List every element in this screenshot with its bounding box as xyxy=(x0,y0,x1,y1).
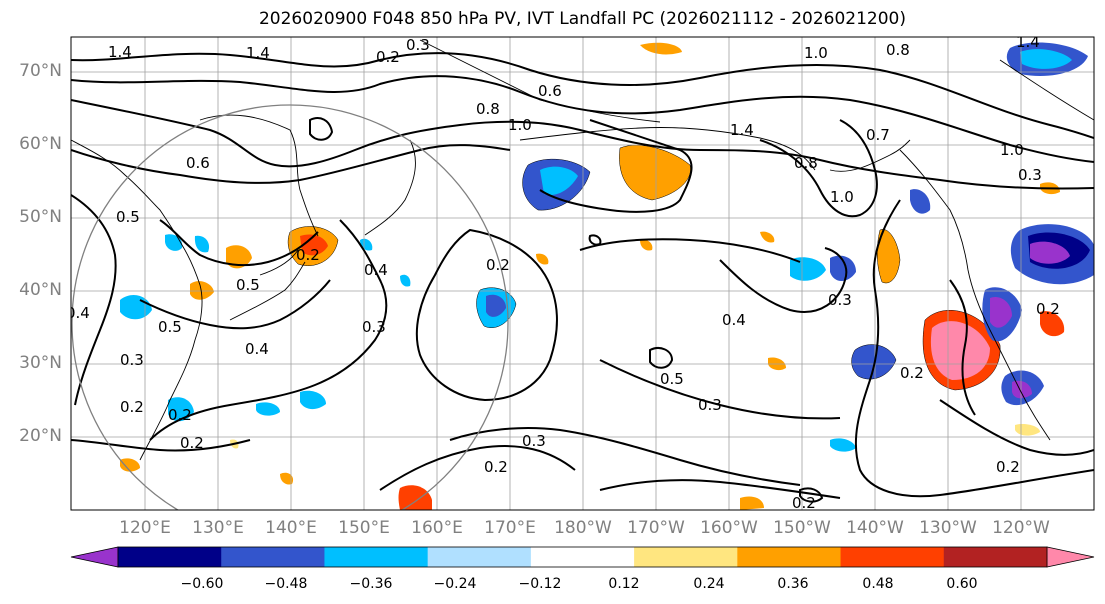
contour-label: 0.2 xyxy=(996,458,1020,476)
contour-label: 0.2 xyxy=(296,246,320,264)
contour-label: 1.4 xyxy=(730,121,754,139)
contour-label: 0.2 xyxy=(376,48,400,66)
colorbar xyxy=(70,546,1095,568)
colorbar-cell xyxy=(943,547,1048,567)
lat-label: 50°N xyxy=(19,207,62,227)
colorbar-cell xyxy=(737,547,842,567)
lat-label: 70°N xyxy=(19,61,62,81)
contour-label: 0.4 xyxy=(364,261,388,279)
lat-label: 40°N xyxy=(19,280,62,300)
contour-label: 0.2 xyxy=(792,494,816,512)
lon-label: 130°W xyxy=(919,518,977,538)
colorbar-cell xyxy=(840,547,945,567)
contour-label: 0.5 xyxy=(660,370,684,388)
contour-label: 0.3 xyxy=(406,36,430,54)
contour-label-layer: 1.4 1.4 0.3 0.2 0.6 0.8 1.0 1.4 1.0 0.8 … xyxy=(66,33,1060,512)
contour-label: 0.3 xyxy=(828,291,852,309)
contour-label: 0.6 xyxy=(538,82,562,100)
contour-label: 0.5 xyxy=(158,318,182,336)
contour-label: 0.2 xyxy=(484,458,508,476)
lon-label: 120°E xyxy=(119,518,171,538)
lat-label: 30°N xyxy=(19,353,62,373)
lat-label: 20°N xyxy=(19,426,62,446)
colorbar-cell xyxy=(324,547,429,567)
colorbar-tick-label: 0.12 xyxy=(608,576,640,592)
contour-label: 0.8 xyxy=(476,100,500,118)
colorbar-cell xyxy=(118,547,222,567)
contour-label: 0.8 xyxy=(794,154,818,172)
contour-label: 0.6 xyxy=(186,154,210,172)
contour-label: 0.8 xyxy=(886,41,910,59)
colorbar-cell xyxy=(530,547,635,567)
colorbar-tick-label: 0.24 xyxy=(693,576,725,592)
contour-label: 1.0 xyxy=(804,44,828,62)
contour-label: 0.4 xyxy=(722,311,746,329)
contour-label: 1.0 xyxy=(1000,141,1024,159)
colorbar-cell xyxy=(221,547,325,567)
contour-label: 0.4 xyxy=(245,340,269,358)
contour-label: 0.2 xyxy=(900,364,924,382)
lon-label: 150°E xyxy=(338,518,390,538)
colorbar-cell xyxy=(634,547,738,567)
lon-label: 170°W xyxy=(627,518,685,538)
lon-label: 150°W xyxy=(773,518,831,538)
lon-label: 140°W xyxy=(846,518,904,538)
colorbar-cell xyxy=(427,547,532,567)
contour-label: 0.4 xyxy=(66,304,90,322)
contour-label: 1.4 xyxy=(1016,33,1040,51)
contour-label: 0.3 xyxy=(698,396,722,414)
pv-contours xyxy=(71,52,1094,503)
lon-label: 180°W xyxy=(554,518,612,538)
map-title: 2026020900 F048 850 hPa PV, IVT Landfall… xyxy=(258,9,906,29)
lon-label: 160°E xyxy=(411,518,463,538)
colorbar-tick-label: 0.60 xyxy=(946,576,978,592)
lon-label: 130°E xyxy=(192,518,244,538)
contour-label: 0.5 xyxy=(116,208,140,226)
colorbar-tick-label: 0.36 xyxy=(777,576,809,592)
contour-label: 0.2 xyxy=(168,406,192,424)
contour-label: 1.0 xyxy=(508,116,532,134)
contour-label: 0.2 xyxy=(120,398,144,416)
colorbar-min-extend xyxy=(70,546,119,568)
contour-label: 1.0 xyxy=(830,188,854,206)
contour-label: 0.3 xyxy=(522,432,546,450)
colorbar-tick-label: −0.12 xyxy=(518,576,562,592)
contour-label: 1.4 xyxy=(108,43,132,61)
colorbar-tick-label: −0.60 xyxy=(180,576,224,592)
colorbar-tick-label: −0.48 xyxy=(264,576,308,592)
colorbar-tick-label: −0.24 xyxy=(433,576,477,592)
contour-label: 0.3 xyxy=(362,318,386,336)
colorbar-max-extend xyxy=(1046,546,1095,568)
contour-label: 0.2 xyxy=(1036,300,1060,318)
contour-label: 0.7 xyxy=(866,126,890,144)
lon-label: 160°W xyxy=(700,518,758,538)
region-circle xyxy=(71,104,509,510)
lon-label: 120°W xyxy=(992,518,1050,538)
map-plot-area: 1.4 1.4 0.3 0.2 0.6 0.8 1.0 1.4 1.0 0.8 … xyxy=(66,33,1094,512)
contour-label: 0.3 xyxy=(1018,166,1042,184)
colorbar-tick-label: −0.36 xyxy=(349,576,393,592)
lon-label: 140°E xyxy=(265,518,317,538)
contour-label: 0.2 xyxy=(486,256,510,274)
map-frame xyxy=(70,36,1095,511)
contour-label: 0.5 xyxy=(236,276,260,294)
shaded-anomalies xyxy=(120,42,1094,510)
contour-label: 0.2 xyxy=(180,434,204,452)
lon-label: 170°E xyxy=(484,518,536,538)
lat-label: 60°N xyxy=(19,134,62,154)
contour-label: 1.4 xyxy=(246,44,270,62)
contour-label: 0.3 xyxy=(120,351,144,369)
colorbar-tick-label: 0.48 xyxy=(862,576,894,592)
